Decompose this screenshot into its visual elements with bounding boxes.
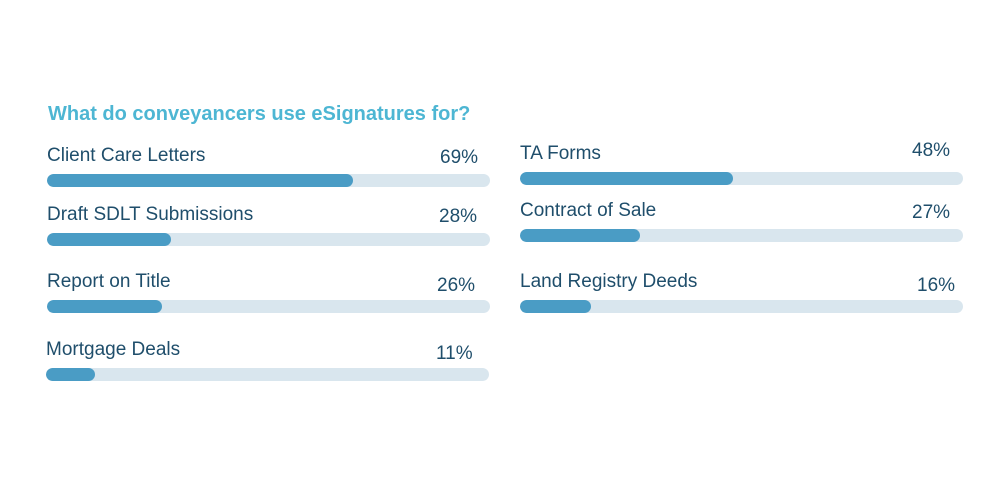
bar-fill [520, 300, 591, 313]
bar-fill [520, 172, 733, 185]
bar-track [520, 229, 963, 242]
bar-track [46, 368, 489, 381]
bar-label: Draft SDLT Submissions [47, 204, 254, 225]
bar-item-contract-of-sale: Contract of Sale 27% [520, 200, 963, 244]
bar-item-client-care-letters: Client Care Letters 69% [47, 145, 490, 189]
bar-value: 69% [440, 147, 479, 168]
bar-value: 11% [436, 343, 473, 364]
bar-item-mortgage-deals: Mortgage Deals 11% [46, 339, 489, 383]
bar-fill [47, 300, 163, 313]
bar-label: Mortgage Deals [46, 339, 181, 360]
bar-fill [47, 174, 353, 187]
bar-track [47, 174, 490, 187]
bar-item-report-on-title: Report on Title 26% [47, 271, 490, 315]
bar-fill [520, 229, 640, 242]
bar-track [520, 300, 963, 313]
bar-track [520, 172, 963, 185]
bar-value: 28% [439, 206, 478, 227]
chart-title: What do conveyancers use eSignatures for… [48, 103, 471, 125]
bar-fill [46, 368, 95, 381]
bar-item-land-registry-deeds: Land Registry Deeds 16% [520, 271, 963, 315]
bar-label: Report on Title [47, 271, 171, 292]
bar-value: 27% [912, 202, 951, 223]
bar-item-draft-sdlt-submissions: Draft SDLT Submissions 28% [47, 204, 490, 248]
bar-label: Contract of Sale [520, 200, 657, 221]
bar-label: Land Registry Deeds [520, 271, 698, 292]
bar-fill [47, 233, 172, 246]
bar-item-ta-forms: TA Forms 48% [520, 140, 963, 187]
bar-label: TA Forms [520, 143, 601, 164]
bar-label: Client Care Letters [47, 145, 206, 166]
bar-value: 16% [917, 275, 956, 296]
bar-value: 48% [912, 140, 951, 161]
bar-track [47, 233, 490, 246]
bar-value: 26% [437, 275, 476, 296]
bar-track [47, 300, 490, 313]
